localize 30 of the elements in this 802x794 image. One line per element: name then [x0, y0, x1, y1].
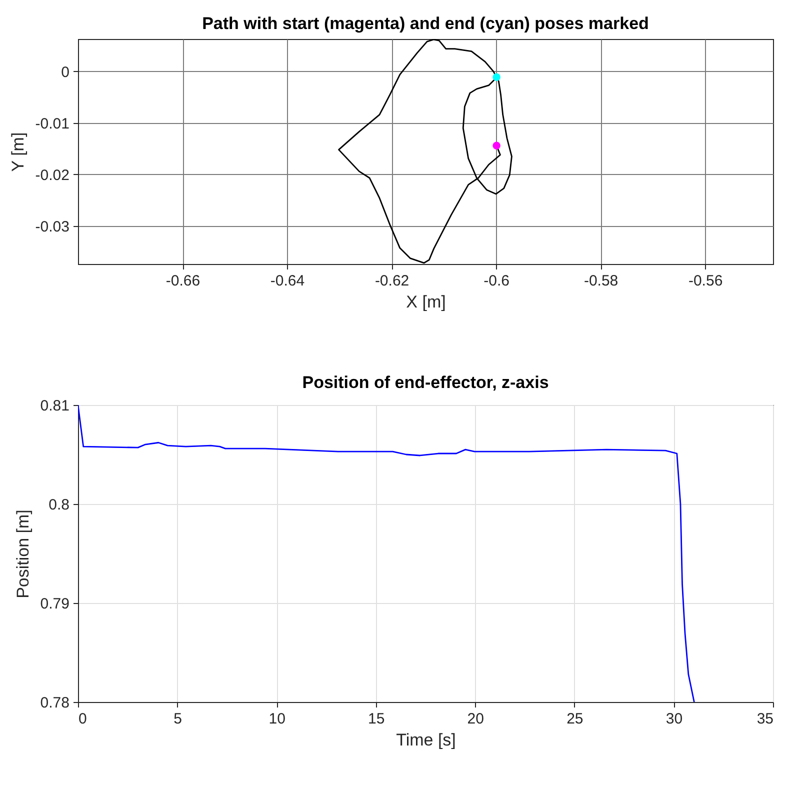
- x-tick-label: 0: [78, 710, 87, 728]
- y-axis-title: Y [m]: [8, 132, 28, 172]
- y-tick-label: 0.8: [48, 496, 70, 514]
- x-tick-label: -0.64: [270, 272, 305, 290]
- y-tick-label: 0: [61, 64, 70, 81]
- chart-title: Position of end-effector, z-axis: [302, 373, 549, 392]
- y-tick-label: 0.79: [40, 596, 70, 612]
- x-tick-label: 25: [566, 710, 584, 728]
- x-tick-label: 5: [174, 710, 182, 728]
- x-tick-label: -0.6: [484, 272, 510, 290]
- line-series: [78, 405, 695, 702]
- x-tick-label: 20: [467, 710, 484, 728]
- x-tick-label: 10: [268, 710, 286, 728]
- x-axis-title: Time [s]: [396, 730, 456, 750]
- y-tick-label: 0.81: [40, 398, 70, 414]
- chart-title: Path with start (magenta) and end (cyan) poses marked: [202, 14, 649, 33]
- x-tick-label: 15: [368, 710, 385, 728]
- x-tick-label: 30: [666, 710, 683, 728]
- x-tick-label: -0.62: [374, 272, 410, 290]
- x-tick-label: 35: [756, 710, 774, 728]
- y-tick-label: -0.02: [35, 166, 70, 184]
- line-series: [338, 39, 512, 264]
- y-tick-label: -0.01: [35, 115, 70, 132]
- x-axis-title: X [m]: [406, 292, 446, 312]
- y-axis-title: Position [m]: [13, 510, 32, 598]
- x-tick-label: -0.56: [688, 272, 723, 290]
- y-tick-label: 0.78: [40, 694, 70, 712]
- y-tick-label: -0.03: [35, 218, 70, 236]
- x-tick-label: -0.66: [166, 272, 200, 290]
- x-tick-label: -0.58: [584, 272, 618, 290]
